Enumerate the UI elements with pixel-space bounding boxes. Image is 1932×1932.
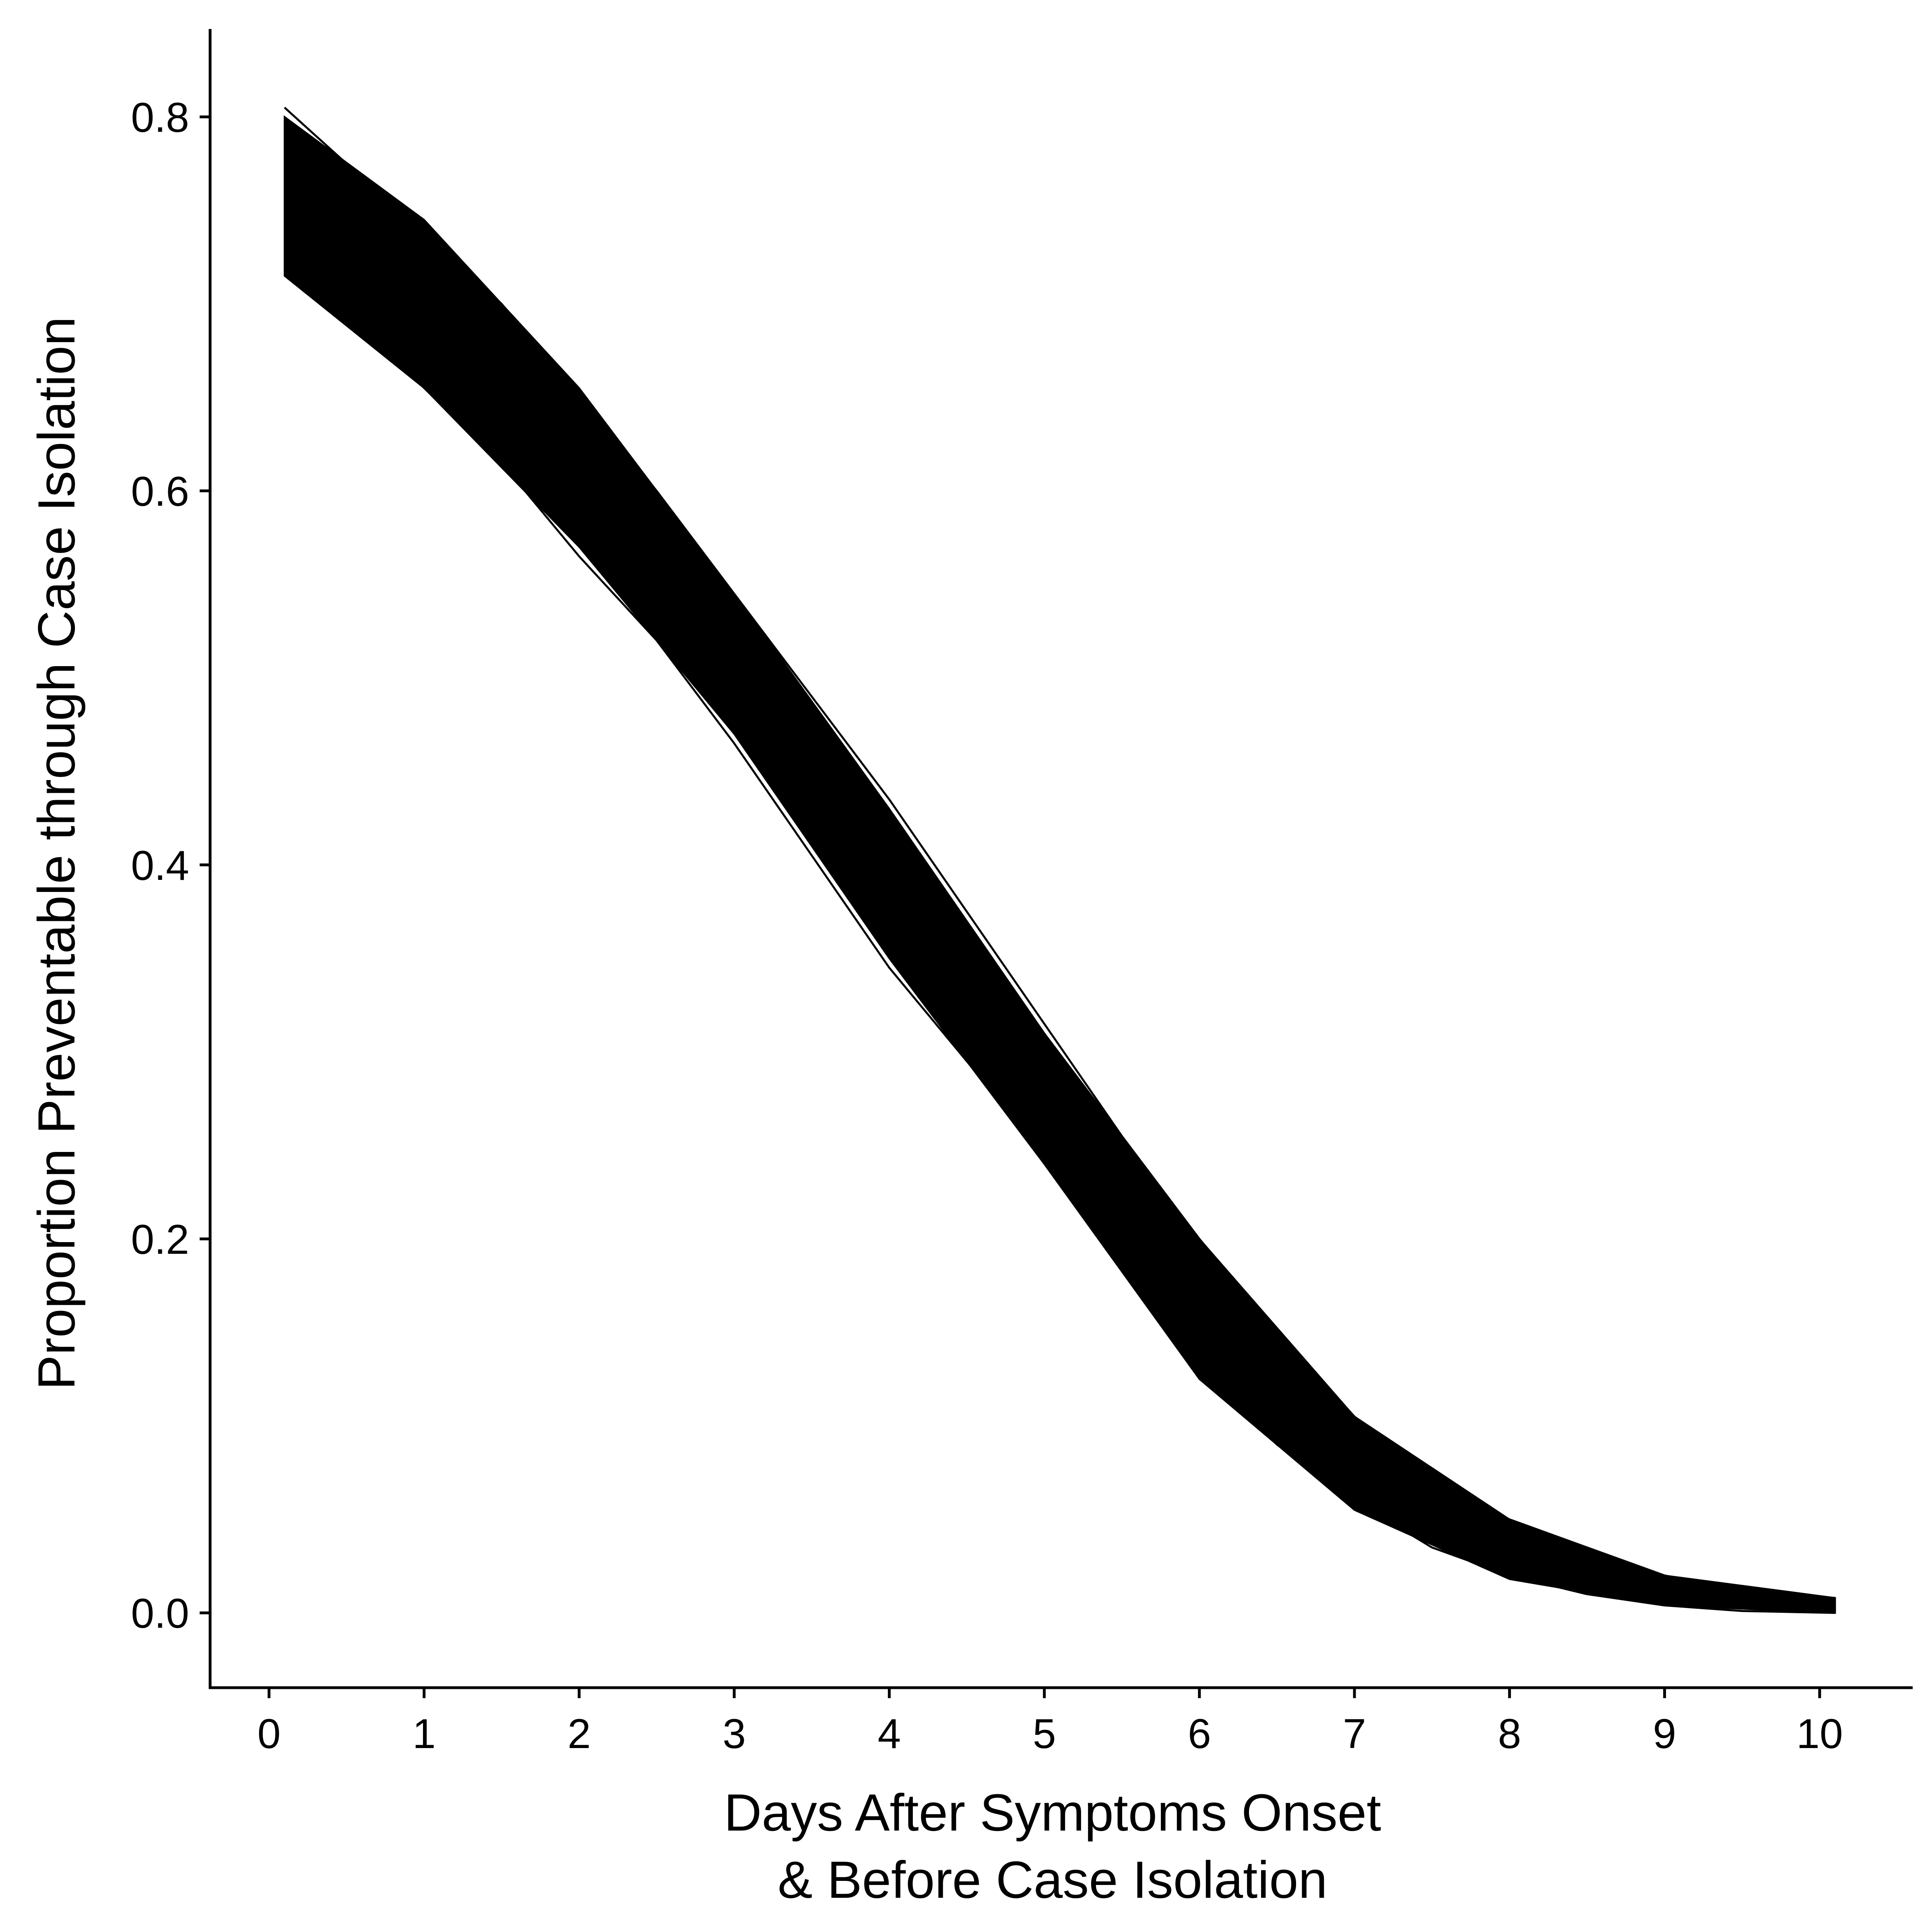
plot-area xyxy=(283,107,1836,1614)
y-tick-label: 0.4 xyxy=(131,842,189,889)
x-axis-title-line-1: Days After Symptoms Onset xyxy=(724,1783,1381,1842)
series-line-4 xyxy=(284,153,1835,1605)
series-line-3 xyxy=(284,191,1835,1608)
x-axis-ticks: 0 1 2 3 4 5 6 7 8 9 10 xyxy=(257,1688,1843,1757)
x-tick-label: 5 xyxy=(1033,1711,1056,1757)
x-tick-label: 10 xyxy=(1796,1711,1843,1757)
x-tick-label: 0 xyxy=(257,1711,281,1757)
y-tick-label: 0.2 xyxy=(131,1216,189,1263)
x-tick-label: 8 xyxy=(1498,1711,1521,1757)
x-axis-title-line-2: & Before Case Isolation xyxy=(778,1850,1327,1909)
x-tick-label: 6 xyxy=(1188,1711,1211,1757)
x-tick-label: 1 xyxy=(413,1711,436,1757)
y-tick-label: 0.0 xyxy=(131,1590,189,1637)
x-tick-label: 4 xyxy=(877,1711,901,1757)
series-line-1 xyxy=(284,107,1835,1599)
simulation-band xyxy=(283,115,1836,1614)
y-axis-ticks: 0.0 0.2 0.4 0.6 0.8 xyxy=(131,94,210,1637)
x-tick-label: 9 xyxy=(1653,1711,1676,1757)
x-tick-label: 2 xyxy=(568,1711,591,1757)
y-tick-label: 0.8 xyxy=(131,94,189,141)
y-axis-title: Proportion Preventable through Case Isol… xyxy=(27,317,86,1390)
x-tick-label: 3 xyxy=(722,1711,746,1757)
x-tick-label: 7 xyxy=(1343,1711,1366,1757)
series-line-5 xyxy=(284,232,1835,1612)
y-tick-label: 0.6 xyxy=(131,469,189,515)
series-line-2 xyxy=(284,266,1835,1614)
